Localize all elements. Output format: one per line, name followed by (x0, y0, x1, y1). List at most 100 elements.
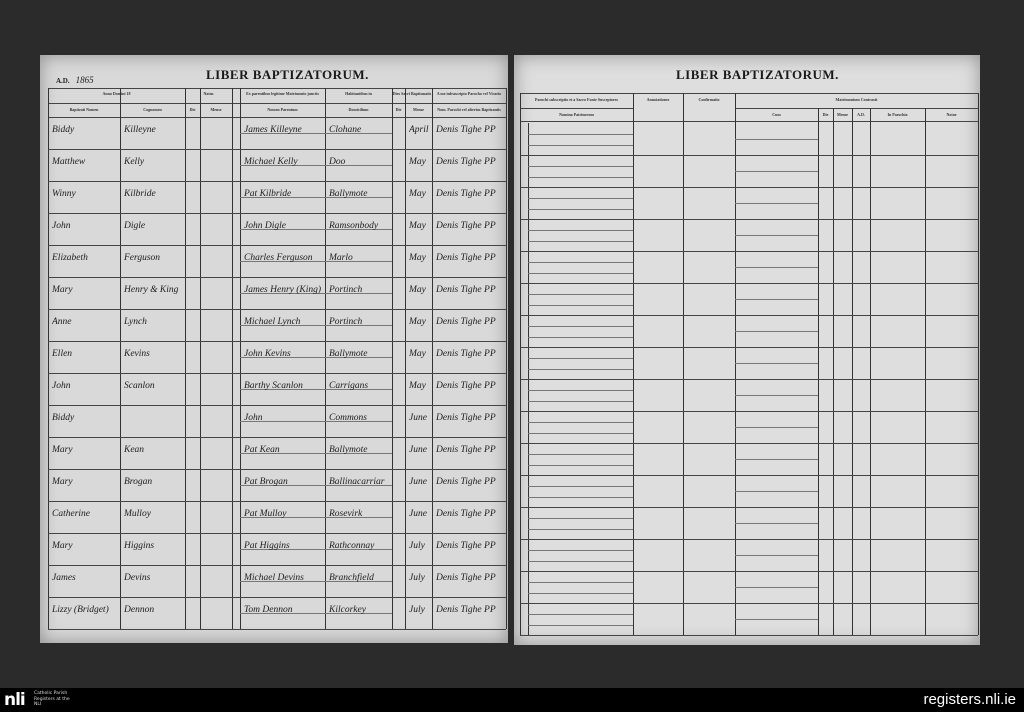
table-cell: July (409, 605, 425, 615)
column-rule (833, 108, 834, 635)
table-cell: Portinch (329, 317, 363, 327)
table-cell: Killeyne (124, 125, 156, 135)
row-subrule (240, 293, 392, 294)
row-subrule (240, 389, 392, 390)
page-title: LIBER BAPTIZATORUM. (206, 67, 369, 82)
table-cell: Pat Brogan (244, 477, 288, 487)
table-cell: Clohane (329, 125, 362, 135)
table-cell: June (409, 509, 427, 519)
table-cell: James Killeyne (244, 125, 302, 135)
table-cell: Denis Tighe PP (436, 157, 496, 167)
table-cell: Mary (52, 445, 73, 455)
table-cell: Carrigans (329, 381, 369, 391)
column-header: Die (189, 107, 196, 112)
row-subrule (240, 261, 392, 262)
row-rule (520, 283, 978, 284)
rule (48, 117, 506, 118)
year-label: A.D. 1865 (56, 75, 94, 85)
column-header: Nomen Parentum (267, 107, 298, 112)
table-cell: Ferguson (124, 253, 161, 263)
table-cell: Doo (329, 157, 346, 167)
table-cell: Denis Tighe PP (436, 125, 496, 135)
row-subrule (528, 294, 633, 295)
row-rule (48, 341, 506, 342)
row-rule (48, 373, 506, 374)
column-rule (683, 93, 684, 635)
rule (48, 103, 506, 104)
row-subrule (528, 561, 633, 562)
column-rule (48, 88, 49, 629)
table-cell: Portinch (329, 285, 363, 295)
table-cell: May (409, 317, 426, 327)
column-group-header: Annotationes (646, 97, 670, 102)
column-header: Cognomen (143, 107, 162, 112)
column-rule (520, 93, 521, 635)
table-cell: Kilbride (124, 189, 156, 199)
right-register-page: LIBER BAPTIZATORUM. Parochi subscriptio … (514, 55, 980, 645)
row-subrule (528, 198, 633, 199)
row-subrule (528, 390, 633, 391)
row-subrule (735, 427, 818, 428)
table-cell: John (244, 413, 263, 423)
column-header: Mense (836, 112, 849, 117)
site-link[interactable]: registers.nli.ie (923, 691, 1016, 708)
column-rule (432, 88, 433, 629)
column-rule (978, 93, 979, 635)
row-subrule (528, 166, 633, 167)
column-group-header: Matrimonium Contraxit (835, 97, 878, 102)
column-rule (852, 108, 853, 635)
row-subrule (735, 555, 818, 556)
column-rule (405, 88, 406, 629)
column-header: A.D. (857, 112, 865, 117)
column-rule (232, 88, 233, 629)
column-rule (392, 88, 393, 629)
table-cell: Pat Kean (244, 445, 280, 455)
table-cell: Marlo (329, 253, 353, 263)
row-rule (48, 309, 506, 310)
row-rule (520, 539, 978, 540)
row-rule (520, 635, 978, 636)
table-cell: Mulloy (124, 509, 151, 519)
column-header: Nomina Patrinorum (559, 112, 594, 117)
table-cell: Branchfield (329, 573, 374, 583)
table-cell: Henry & King (124, 285, 179, 295)
row-rule (48, 501, 506, 502)
row-subrule (735, 523, 818, 524)
table-cell: Mary (52, 285, 73, 295)
table-cell: Mary (52, 477, 73, 487)
table-cell: Denis Tighe PP (436, 413, 496, 423)
column-rule (818, 108, 819, 635)
table-cell: Denis Tighe PP (436, 381, 496, 391)
row-subrule (528, 209, 633, 210)
table-cell: Rathconnay (329, 541, 375, 551)
rule (520, 108, 633, 109)
row-subrule (528, 273, 633, 274)
table-cell: May (409, 157, 426, 167)
table-cell: Kelly (124, 157, 145, 167)
row-rule (520, 219, 978, 220)
table-cell: Denis Tighe PP (436, 605, 496, 615)
table-cell: Lizzy (Bridget) (52, 605, 109, 615)
table-cell: Denis Tighe PP (436, 541, 496, 551)
table-cell: Scanlon (124, 381, 155, 391)
row-subrule (528, 454, 633, 455)
nli-logo: nli (4, 690, 26, 710)
column-header: Baptizati Nomen (69, 107, 99, 112)
column-group-header: Parochi subscriptio et a Sacro Fonte Sus… (535, 97, 618, 102)
table-cell: Michael Lynch (244, 317, 301, 327)
row-subrule (240, 613, 392, 614)
row-subrule (735, 619, 818, 620)
row-rule (48, 533, 506, 534)
table-cell: Pat Kilbride (244, 189, 292, 199)
row-subrule (528, 134, 633, 135)
table-cell: May (409, 349, 426, 359)
row-rule (520, 507, 978, 508)
row-subrule (240, 581, 392, 582)
row-subrule (735, 139, 818, 140)
table-cell: Biddy (52, 413, 75, 423)
row-subrule (528, 358, 633, 359)
row-subrule (735, 395, 818, 396)
table-cell: Denis Tighe PP (436, 477, 496, 487)
table-cell: Denis Tighe PP (436, 573, 496, 583)
row-subrule (735, 267, 818, 268)
